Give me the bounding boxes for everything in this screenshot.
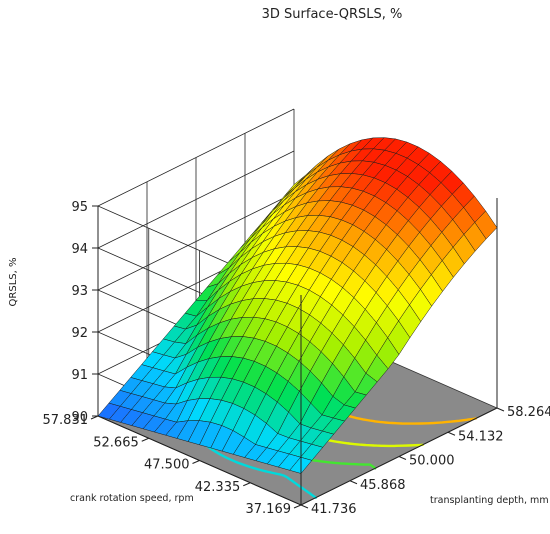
- y-tick: [293, 504, 302, 509]
- chart-title: 3D Surface-QRSLS, %: [262, 7, 403, 22]
- z-tick-label: 93: [71, 284, 88, 299]
- y-tick: [192, 460, 200, 464]
- z-tick-label: 95: [71, 200, 88, 215]
- z-tick-label: 90: [71, 410, 88, 425]
- x-axis-label: transplanting depth, mm: [430, 495, 549, 506]
- y-tick: [243, 482, 251, 487]
- y-tick-label: 57.831: [43, 413, 89, 428]
- z-tick-label: 92: [71, 326, 88, 341]
- floor-edge: [97, 407, 498, 506]
- x-tick: [398, 456, 407, 460]
- x-tick-label: 41.736: [311, 502, 357, 517]
- x-tick: [300, 504, 309, 509]
- x-tick-label: 58.264: [507, 405, 550, 420]
- y-tick-label: 47.500: [144, 458, 190, 473]
- y-axis-label: crank rotation speed, rpm: [70, 493, 194, 504]
- x-tick: [496, 407, 505, 412]
- z-tick-label: 94: [71, 242, 88, 257]
- x-tick: [447, 431, 456, 436]
- x-tick-label: 50.000: [409, 454, 455, 469]
- response-surface: [97, 137, 498, 474]
- y-tick: [90, 415, 99, 420]
- z-tick-label: 91: [71, 368, 88, 383]
- x-tick-label: 45.868: [360, 478, 406, 493]
- z-axis-label: QRSLS, %: [8, 258, 19, 307]
- y-tick: [141, 437, 149, 442]
- x-tick-label: 54.132: [458, 429, 504, 444]
- y-tick-label: 52.665: [93, 435, 139, 450]
- axis-labels: 3D Surface-QRSLS, % QRSLS, % crank rotat…: [8, 7, 549, 506]
- y-tick-label: 42.335: [195, 480, 241, 495]
- front-axes: 90 91 92 93 94 95 37.169 42.335 47.500 52.665 57.8…: [43, 198, 550, 517]
- y-tick-label: 37.169: [246, 502, 292, 517]
- x-tick: [349, 480, 358, 485]
